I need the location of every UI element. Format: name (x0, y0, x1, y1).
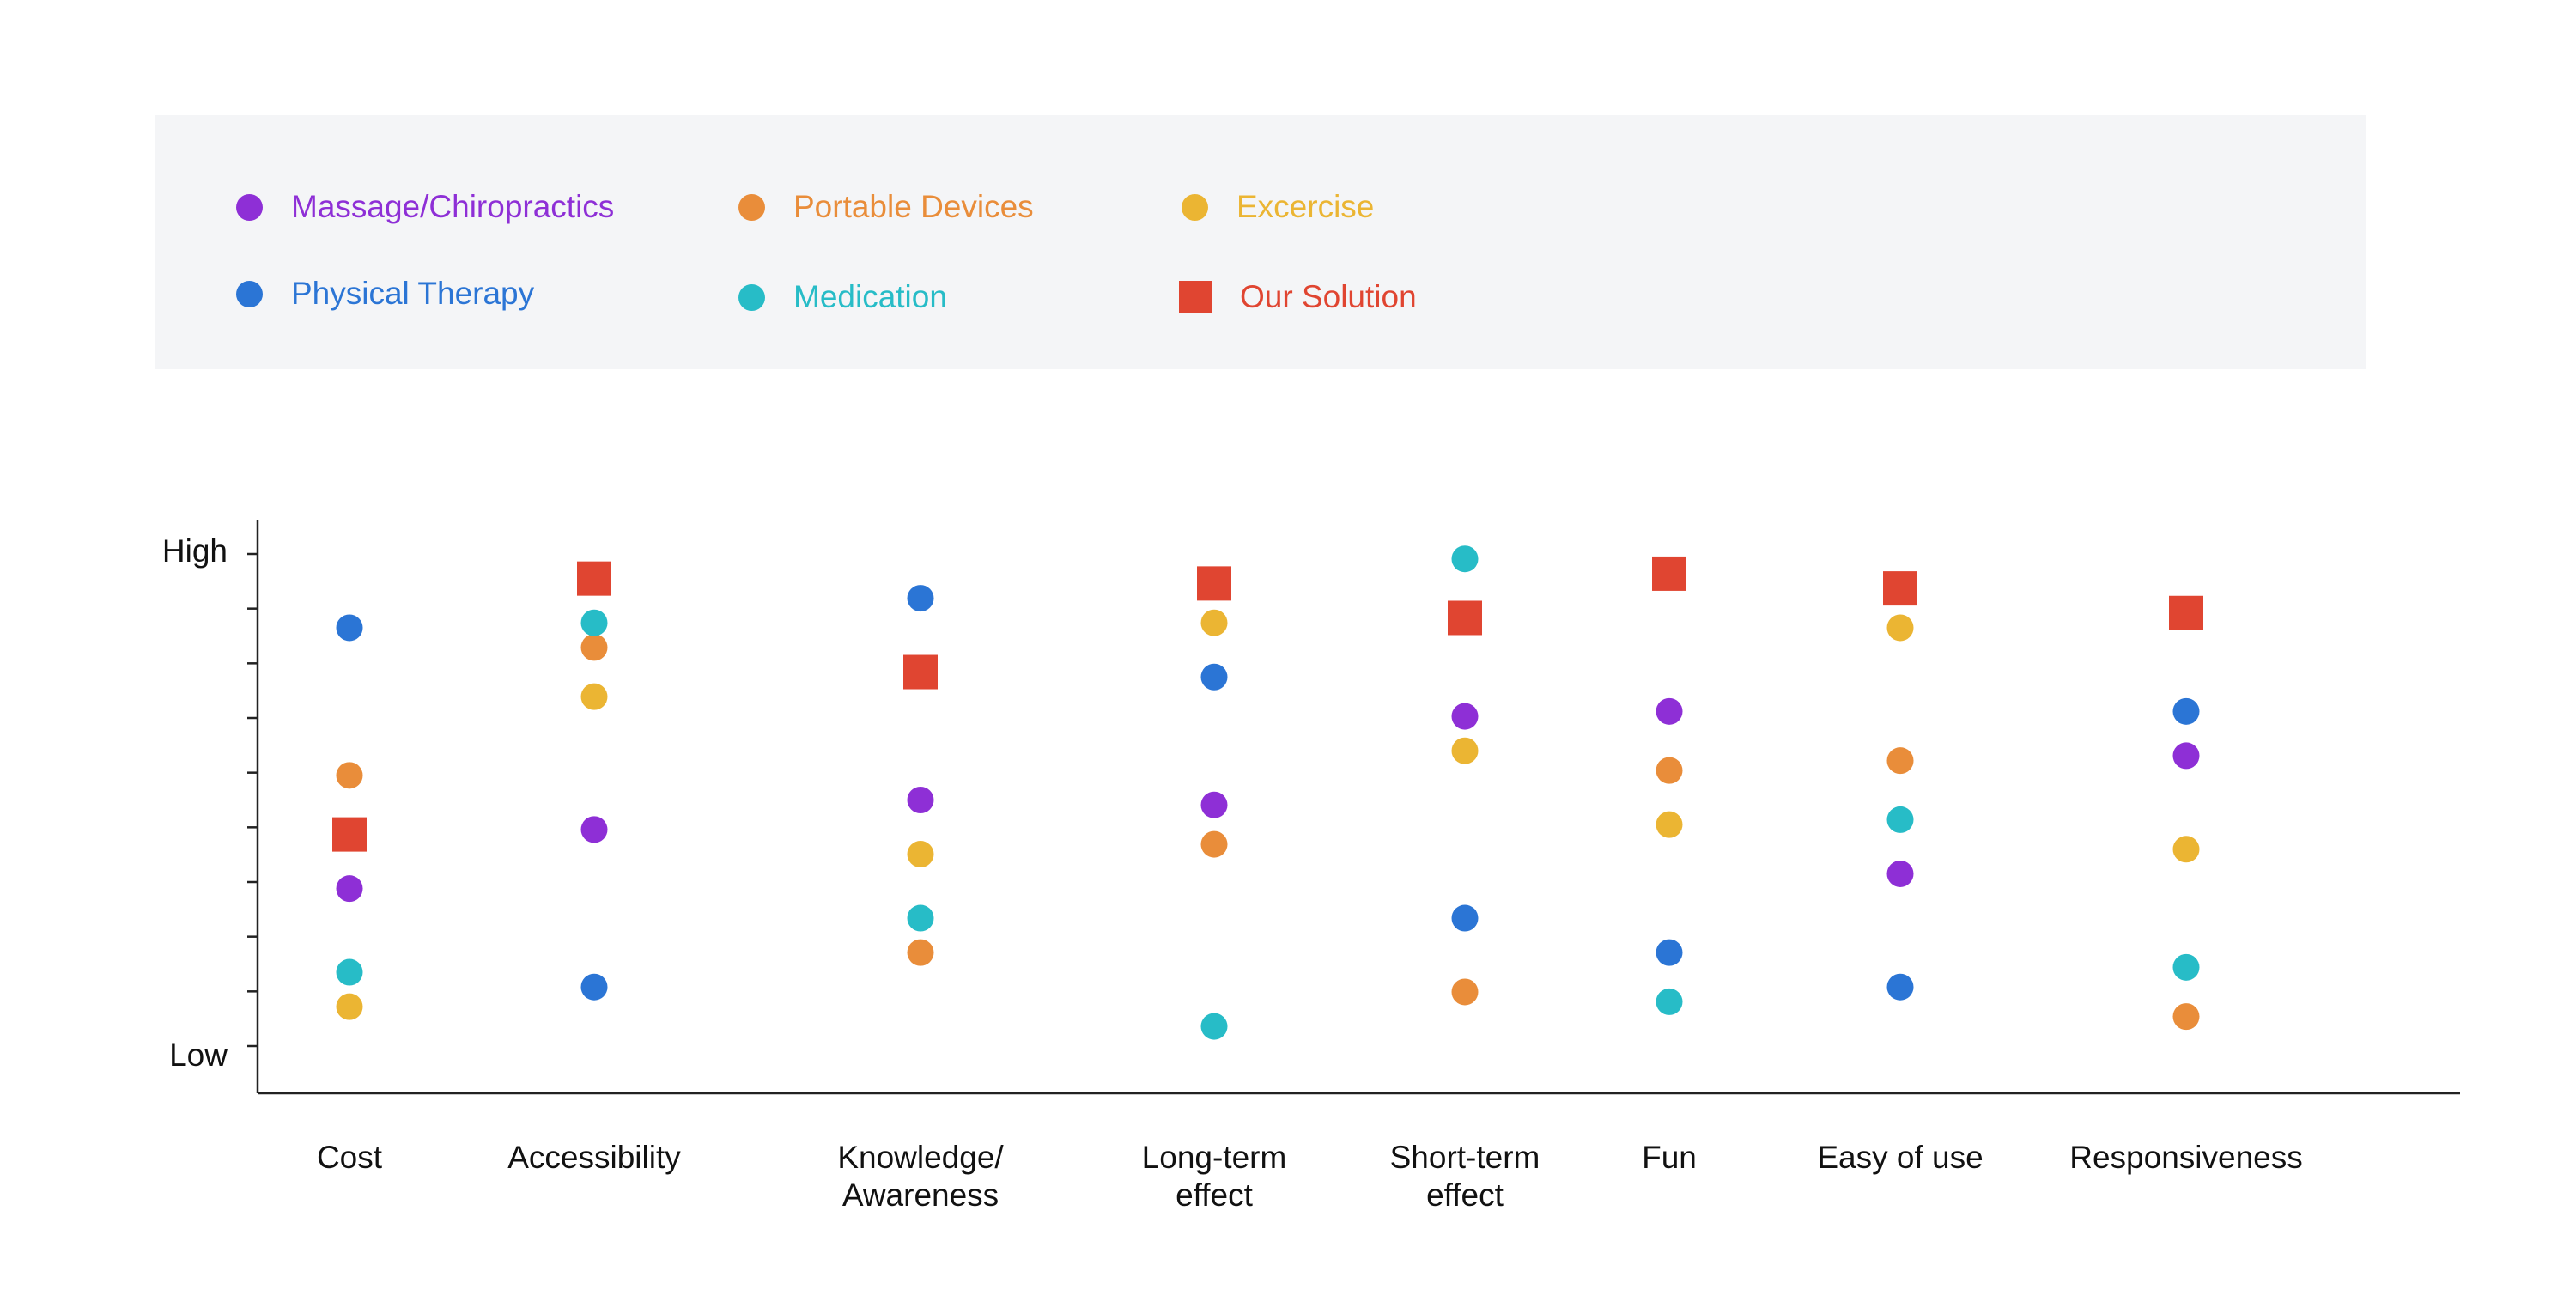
legend-label: Excercise (1236, 189, 1375, 224)
legend-panel: Massage/Chiropractics Portable Devices E… (155, 115, 2366, 369)
legend-item-our-solution: Our Solution (1179, 271, 1417, 323)
point-physical-therapy (336, 614, 363, 642)
legend-label: Portable Devices (793, 189, 1034, 224)
legend-item-excercise: Excercise (1182, 181, 1374, 233)
massage-marker-icon (236, 193, 263, 221)
legend-label: Physical Therapy (291, 276, 535, 311)
point-excercise (907, 841, 934, 868)
point-physical-therapy (1886, 973, 1914, 1001)
point-portable-devices (336, 762, 363, 789)
point-physical-therapy (580, 973, 608, 1001)
point-excercise (1200, 609, 1228, 636)
point-medication (1886, 806, 1914, 833)
point-medication (336, 958, 363, 986)
point-our-solution (1883, 571, 1917, 606)
excercise-marker-icon (1182, 193, 1208, 221)
point-our-solution (1652, 556, 1686, 591)
point-our-solution (903, 654, 938, 690)
point-physical-therapy (907, 585, 934, 612)
point-medication (1451, 545, 1479, 573)
point-portable-devices (2172, 1003, 2200, 1031)
point-massage-chiropractics (1656, 697, 1683, 725)
y-tick-label-low: Low (169, 1037, 228, 1073)
legend-label: Medication (793, 279, 947, 314)
point-portable-devices (1656, 757, 1683, 784)
x-tick-label: Short-term effect (1390, 1140, 1540, 1213)
point-massage-chiropractics (1200, 791, 1228, 818)
point-excercise (1656, 811, 1683, 838)
x-tick-label: Long-term effect (1142, 1140, 1287, 1213)
point-portable-devices (907, 939, 934, 966)
point-physical-therapy (1656, 939, 1683, 966)
point-physical-therapy (1451, 904, 1479, 932)
point-portable-devices (1886, 747, 1914, 775)
point-physical-therapy (1200, 663, 1228, 691)
data-points (332, 545, 2203, 1040)
point-massage-chiropractics (580, 816, 608, 843)
x-tick-label: Responsiveness (2069, 1140, 2302, 1175)
point-our-solution (1448, 600, 1482, 636)
point-massage-chiropractics (1451, 703, 1479, 730)
point-excercise (2172, 836, 2200, 863)
point-massage-chiropractics (1886, 860, 1914, 887)
x-tick-label: Knowledge/Awareness (837, 1140, 1004, 1213)
legend-item-medication: Medication (738, 271, 947, 323)
point-excercise (336, 993, 363, 1020)
legend-item-massage: Massage/Chiropractics (236, 181, 614, 233)
point-massage-chiropractics (2172, 742, 2200, 770)
legend-label: Massage/Chiropractics (291, 189, 615, 224)
portable-devices-marker-icon (738, 193, 765, 221)
legend-item-physical-therapy: Physical Therapy (236, 268, 534, 319)
physical-therapy-marker-icon (236, 280, 263, 307)
point-our-solution (577, 561, 611, 596)
point-medication (1200, 1013, 1228, 1040)
point-massage-chiropractics (907, 787, 934, 813)
point-physical-therapy (2172, 697, 2200, 725)
legend-label: Our Solution (1240, 279, 1417, 314)
point-our-solution (332, 817, 367, 852)
point-medication (2172, 953, 2200, 981)
legend-item-portable-devices: Portable Devices (738, 181, 1034, 233)
point-portable-devices (1200, 830, 1228, 858)
point-portable-devices (1451, 978, 1479, 1006)
point-massage-chiropractics (336, 875, 363, 903)
point-excercise (1451, 737, 1479, 764)
y-tick-label-high: High (162, 533, 228, 569)
our-solution-marker-icon (1179, 281, 1212, 313)
medication-marker-icon (738, 283, 765, 311)
point-portable-devices (580, 634, 608, 661)
x-tick-label: Easy of use (1817, 1140, 1983, 1175)
point-medication (580, 609, 608, 636)
point-our-solution (2169, 595, 2203, 630)
point-excercise (1886, 614, 1914, 642)
x-tick-label: Fun (1642, 1140, 1697, 1175)
x-tick-label: Cost (317, 1140, 383, 1175)
x-axis-labels: Cost Accessibility Knowledge/Awareness Long… (317, 1140, 2303, 1213)
point-excercise (580, 683, 608, 710)
point-medication (907, 904, 934, 932)
point-medication (1656, 988, 1683, 1015)
x-tick-label: Accessibility (507, 1140, 681, 1175)
y-axis-ticks (247, 552, 258, 1048)
point-our-solution (1197, 566, 1231, 601)
